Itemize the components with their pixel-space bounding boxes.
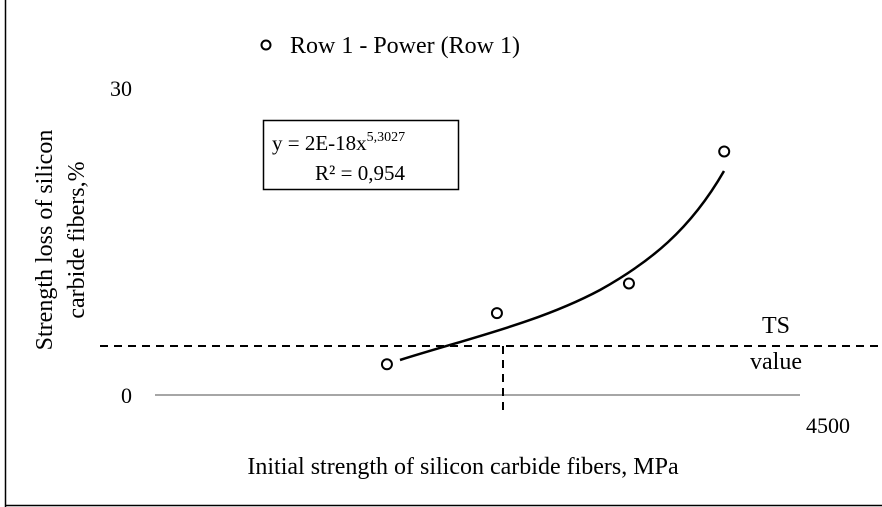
y-axis-label: carbide fibers,% (64, 161, 90, 318)
equation-text: y = 2E-18x (272, 131, 367, 155)
legend-marker (260, 39, 272, 51)
y-axis-label: Strength loss of silicon (32, 130, 58, 351)
equation: y = 2E-18x5,3027 (272, 130, 405, 155)
r-squared: R² = 0,954 (315, 161, 405, 185)
equation-box (262, 119, 460, 191)
annotation: value (750, 349, 802, 375)
data-point (490, 307, 503, 320)
x-tick-label: 4500 (806, 413, 850, 438)
data-point (718, 145, 731, 158)
trend-line (399, 170, 726, 362)
x-axis-label: Initial strength of silicon carbide fibe… (247, 454, 679, 480)
data-point (380, 358, 393, 371)
annotation: TS (762, 313, 790, 339)
data-point (622, 277, 635, 290)
y-tick-label: 0 (121, 383, 132, 408)
y-tick-label: 30 (110, 76, 132, 101)
legend-label: Row 1 - Power (Row 1) (290, 33, 520, 59)
equation-exponent: 5,3027 (367, 130, 406, 145)
